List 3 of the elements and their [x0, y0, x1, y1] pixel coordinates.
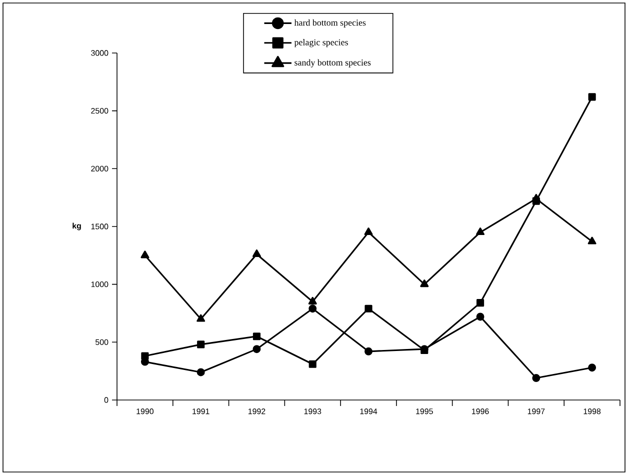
legend-label: hard bottom species	[294, 19, 366, 28]
legend-label: pelagic species	[294, 39, 348, 48]
legend-label: sandy bottom species	[294, 59, 371, 68]
